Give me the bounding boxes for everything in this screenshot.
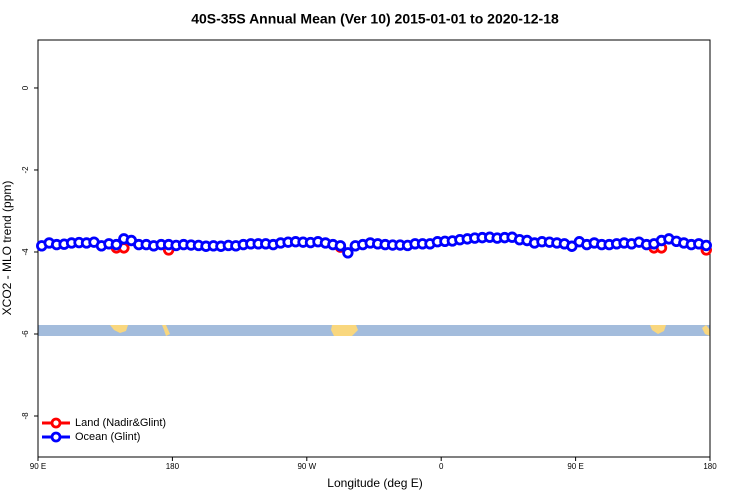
legend-marker <box>50 417 62 429</box>
legend-label: Land (Nadir&Glint) <box>75 417 166 429</box>
chart-title: 40S-35S Annual Mean (Ver 10) 2015-01-01 … <box>191 11 559 27</box>
point <box>334 240 347 252</box>
x-axis-label: Longitude (deg E) <box>327 476 422 490</box>
x-tick-label: 180 <box>166 462 180 471</box>
x-tick-label: 180 <box>703 462 717 471</box>
y-tick-label: -2 <box>21 166 30 174</box>
y-tick-label: -8 <box>21 412 30 420</box>
y-axis-label: XCO2 - MLO trend (ppm) <box>0 181 14 316</box>
legend-marker <box>50 431 62 443</box>
y-tick-label: -4 <box>21 248 30 256</box>
point <box>342 247 354 259</box>
y-tick-label: -6 <box>21 330 30 338</box>
x-tick-label: 90 E <box>567 462 583 471</box>
y-tick-label: 0 <box>21 85 30 90</box>
x-tick-label: 0 <box>439 462 444 471</box>
x-tick-label: 90 W <box>297 462 316 471</box>
land-strip <box>38 325 710 336</box>
point <box>700 239 712 252</box>
legend-label: Ocean (Glint) <box>75 431 140 443</box>
x-tick-label: 90 E <box>30 462 46 471</box>
point <box>110 238 123 251</box>
